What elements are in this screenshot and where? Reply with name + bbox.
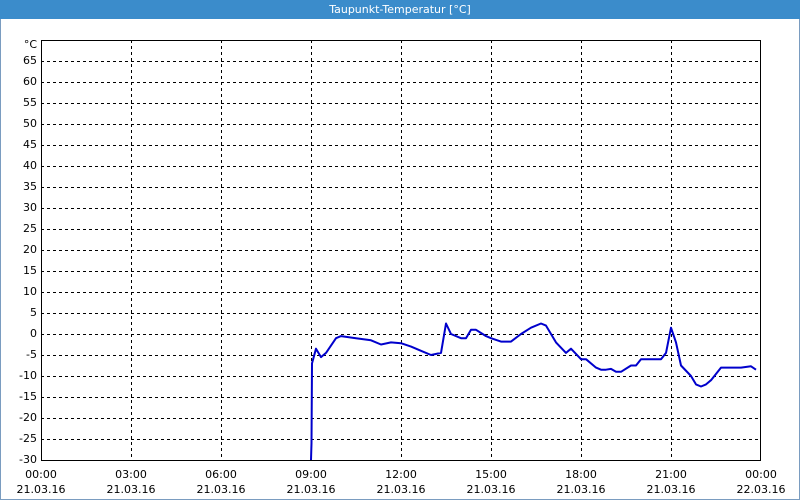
x-tick-label: 03:00 — [115, 468, 147, 481]
x-tick-label: 18:00 — [565, 468, 597, 481]
y-axis-label: °C — [24, 38, 38, 51]
x-tick-date: 21.03.16 — [197, 483, 246, 496]
y-tick-label: -30 — [19, 453, 37, 466]
x-tick-date: 21.03.16 — [467, 483, 516, 496]
y-tick-label: 40 — [23, 159, 37, 172]
y-tick-label: 5 — [30, 306, 37, 319]
x-tick-label: 00:00 — [745, 468, 777, 481]
y-tick-label: 25 — [23, 222, 37, 235]
title-bar — [0, 0, 800, 19]
y-tick-label: 30 — [23, 201, 37, 214]
y-tick-label: 45 — [23, 138, 37, 151]
x-tick-label: 09:00 — [295, 468, 327, 481]
x-tick-date: 22.03.16 — [737, 483, 786, 496]
x-tick-date: 21.03.16 — [287, 483, 336, 496]
x-tick-label: 06:00 — [205, 468, 237, 481]
y-tick-label: 60 — [23, 75, 37, 88]
y-tick-label: 0 — [30, 327, 37, 340]
y-tick-label: -25 — [19, 432, 37, 445]
x-tick-date: 21.03.16 — [647, 483, 696, 496]
y-tick-label: 65 — [23, 54, 37, 67]
y-tick-label: 35 — [23, 180, 37, 193]
y-tick-label: 15 — [23, 264, 37, 277]
x-tick-date: 21.03.16 — [377, 483, 426, 496]
x-tick-date: 21.03.16 — [17, 483, 66, 496]
y-tick-label: -15 — [19, 390, 37, 403]
y-tick-label: -10 — [19, 369, 37, 382]
x-tick-label: 00:00 — [25, 468, 57, 481]
x-tick-date: 21.03.16 — [107, 483, 156, 496]
x-tick-date: 21.03.16 — [557, 483, 606, 496]
y-tick-label: 55 — [23, 96, 37, 109]
y-tick-label: 20 — [23, 243, 37, 256]
x-tick-label: 21:00 — [655, 468, 687, 481]
y-tick-label: 50 — [23, 117, 37, 130]
chart-title: Taupunkt-Temperatur [°C] — [328, 3, 471, 16]
x-tick-label: 12:00 — [385, 468, 417, 481]
data-line — [310, 322, 757, 461]
y-tick-label: -5 — [26, 348, 37, 361]
y-tick-label: 10 — [23, 285, 37, 298]
y-tick-label: -20 — [19, 411, 37, 424]
x-tick-label: 15:00 — [475, 468, 507, 481]
